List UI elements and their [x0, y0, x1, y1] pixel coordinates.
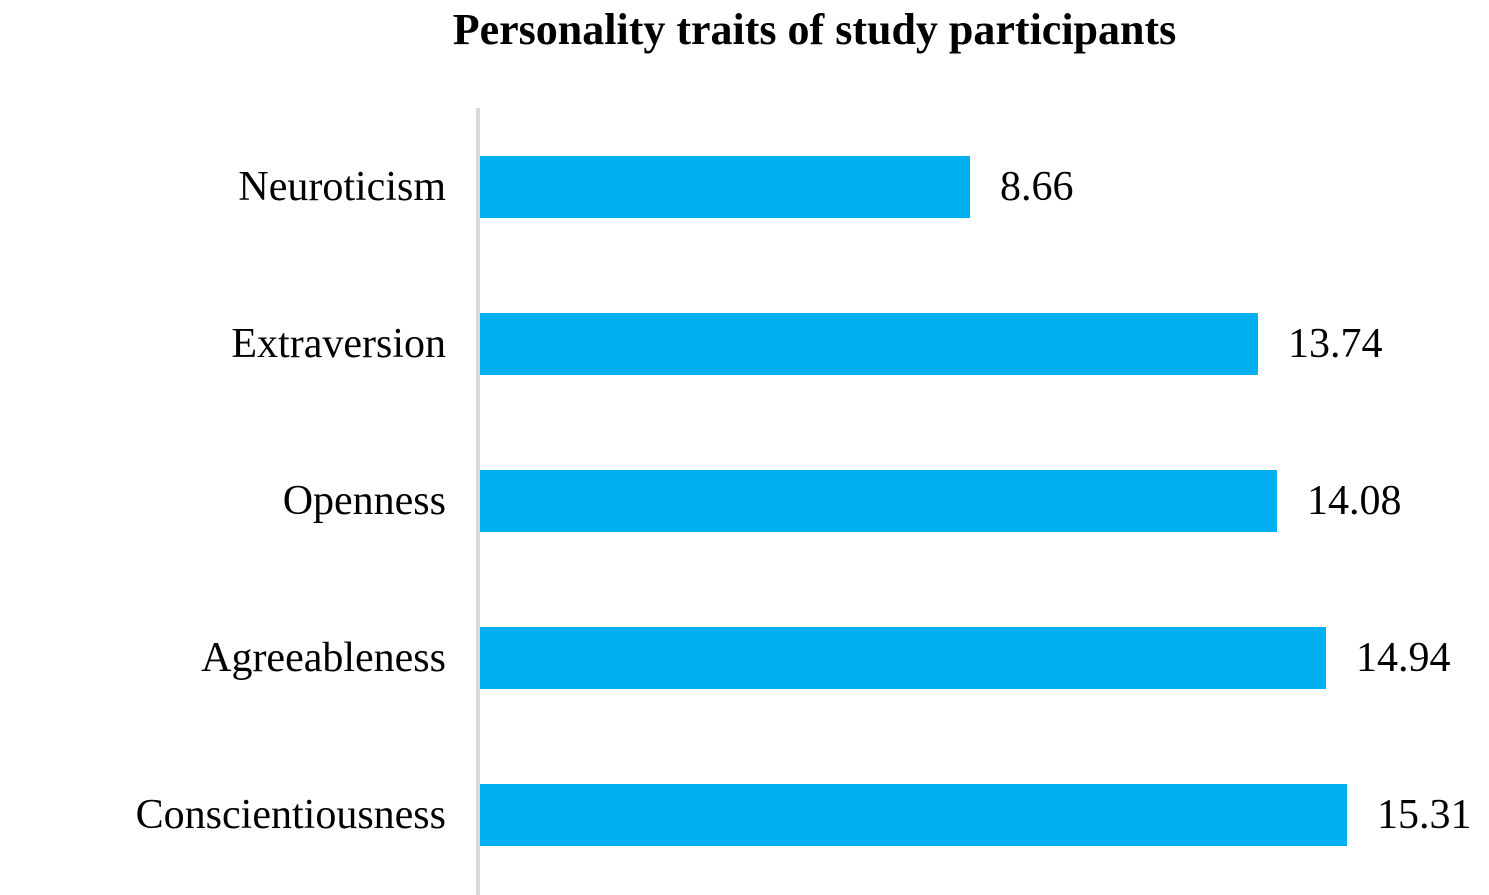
chart-title: Personality traits of study participants: [452, 5, 1177, 54]
bar-rows: Neuroticism 8.66 Extraversion 13.74 Openness…: [0, 108, 1489, 893]
bar-area: 13.74: [480, 312, 1489, 375]
bar-area: 8.66: [480, 155, 1489, 218]
category-label: Neuroticism: [238, 163, 446, 210]
value-label: 14.08: [1307, 477, 1402, 524]
category-label: Extraversion: [231, 320, 446, 367]
plot-area: Neuroticism 8.66 Extraversion 13.74 Openness…: [0, 108, 1489, 895]
category-label: Openness: [282, 477, 446, 524]
chart-row: Neuroticism 8.66: [0, 108, 1489, 265]
bar: [480, 783, 1347, 846]
bar: [480, 312, 1258, 375]
chart-row: Openness 14.08: [0, 422, 1489, 579]
chart-row: Agreeableness 14.94: [0, 579, 1489, 736]
y-axis-line: [476, 108, 480, 895]
chart-row: Conscientiousness 15.31: [0, 736, 1489, 893]
value-label: 13.74: [1288, 320, 1383, 367]
chart-row: Extraversion 13.74: [0, 265, 1489, 422]
bar: [480, 155, 970, 218]
bar: [480, 469, 1277, 532]
value-label: 14.94: [1356, 634, 1451, 681]
bar: [480, 626, 1326, 689]
bar-area: 14.94: [480, 626, 1489, 689]
bar-area: 15.31: [480, 783, 1489, 846]
category-label: Agreeableness: [201, 634, 446, 681]
category-label: Conscientiousness: [135, 791, 446, 838]
value-label: 8.66: [1000, 163, 1074, 210]
value-label: 15.31: [1377, 791, 1472, 838]
bar-area: 14.08: [480, 469, 1489, 532]
